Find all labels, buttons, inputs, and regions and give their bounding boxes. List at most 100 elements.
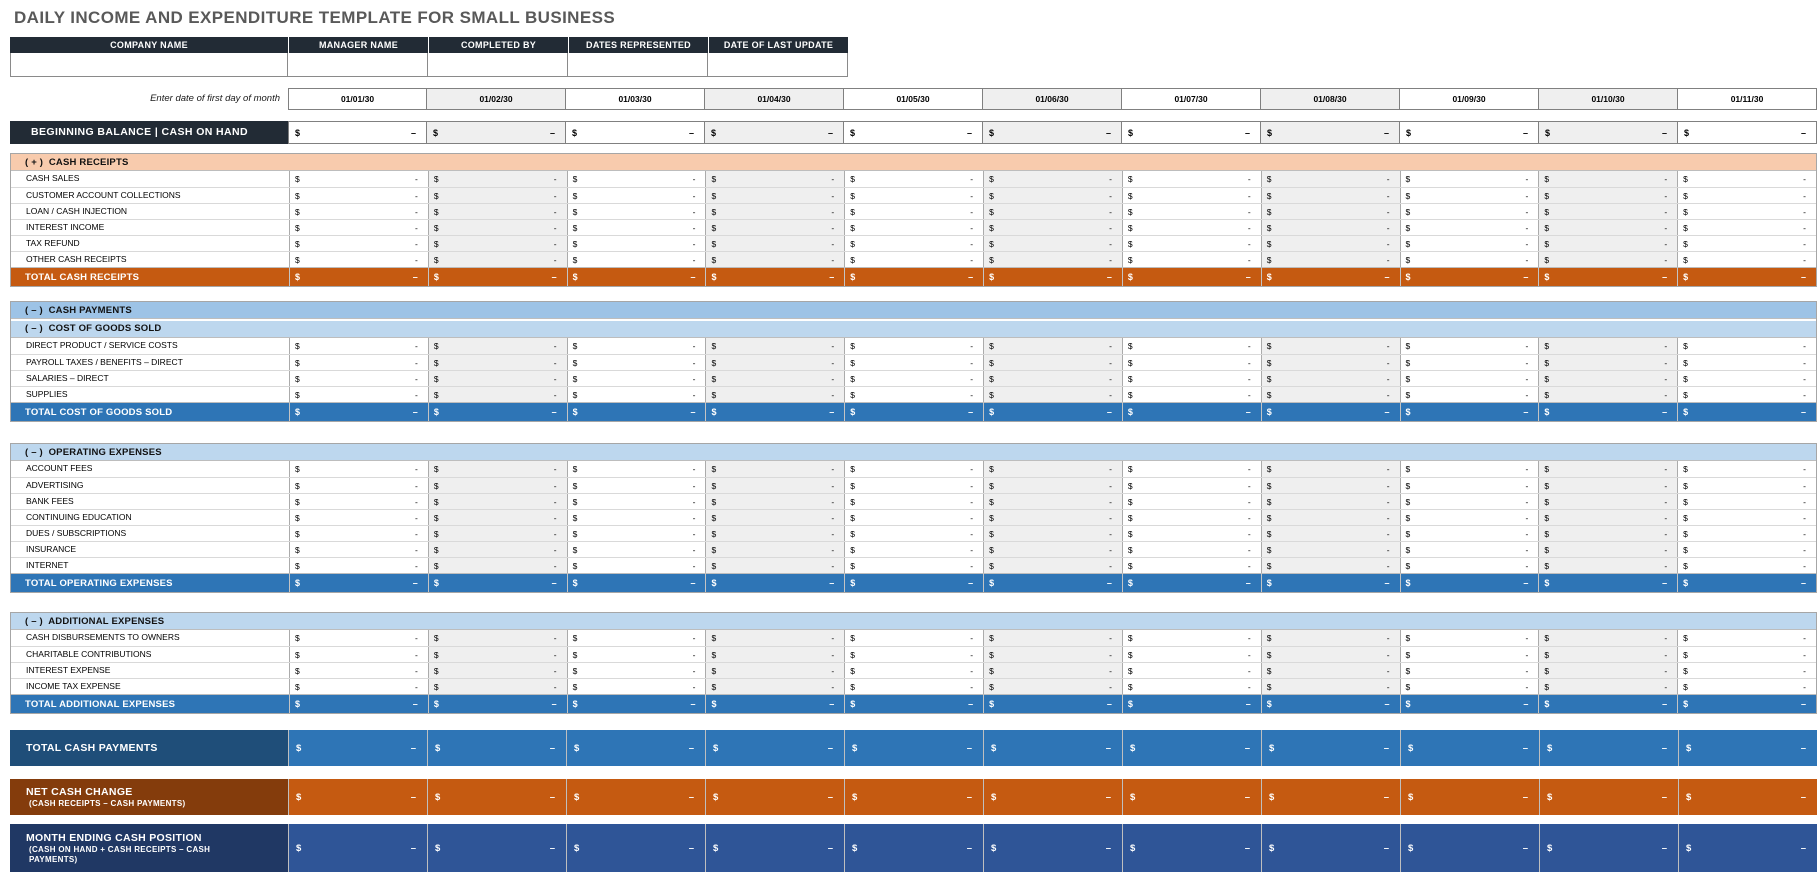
info-input-cell[interactable] — [568, 53, 708, 77]
summary-value-cell[interactable]: $ – — [1539, 730, 1678, 766]
value-cell[interactable]: $ - — [427, 171, 567, 187]
value-cell[interactable]: $ - — [844, 663, 984, 678]
value-cell[interactable]: $ - — [1399, 371, 1539, 386]
total-value-cell[interactable]: $ – — [1121, 695, 1261, 713]
total-value-cell[interactable]: $ – — [289, 574, 428, 592]
value-cell[interactable]: $ - — [844, 461, 984, 477]
value-cell[interactable]: $ - — [1260, 542, 1400, 557]
value-cell[interactable]: $ - — [1121, 188, 1261, 203]
value-cell[interactable]: $ - — [983, 542, 1122, 557]
value-cell[interactable]: $ - — [1677, 236, 1816, 251]
value-cell[interactable]: $ - — [1121, 387, 1261, 402]
beginning-balance-value-cell[interactable]: $ – — [566, 121, 705, 144]
value-cell[interactable]: $ - — [844, 387, 984, 402]
value-cell[interactable]: $ - — [427, 252, 567, 267]
value-cell[interactable]: $ - — [1260, 647, 1400, 662]
value-cell[interactable]: $ - — [1677, 630, 1816, 646]
value-cell[interactable]: $ - — [427, 542, 567, 557]
value-cell[interactable]: $ - — [1399, 647, 1539, 662]
value-cell[interactable]: $ - — [1260, 204, 1400, 219]
value-cell[interactable]: $ - — [1121, 171, 1261, 187]
value-cell[interactable]: $ - — [705, 338, 845, 354]
value-cell[interactable]: $ - — [566, 526, 706, 541]
value-cell[interactable]: $ - — [983, 663, 1122, 678]
value-cell[interactable]: $ - — [844, 171, 984, 187]
value-cell[interactable]: $ - — [289, 494, 428, 509]
total-value-cell[interactable]: $ – — [427, 695, 567, 713]
value-cell[interactable]: $ - — [289, 478, 428, 493]
value-cell[interactable]: $ - — [1260, 252, 1400, 267]
total-value-cell[interactable]: $ – — [289, 403, 428, 421]
value-cell[interactable]: $ - — [566, 679, 706, 694]
value-cell[interactable]: $ - — [844, 220, 984, 235]
value-cell[interactable]: $ - — [1399, 461, 1539, 477]
value-cell[interactable]: $ - — [983, 526, 1122, 541]
value-cell[interactable]: $ - — [705, 371, 845, 386]
value-cell[interactable]: $ - — [1260, 188, 1400, 203]
value-cell[interactable]: $ - — [566, 558, 706, 573]
value-cell[interactable]: $ - — [844, 494, 984, 509]
info-input-cell[interactable] — [708, 53, 848, 77]
value-cell[interactable]: $ - — [1677, 478, 1816, 493]
date-cell[interactable]: 01/04/30 — [705, 88, 844, 110]
value-cell[interactable]: $ - — [1399, 220, 1539, 235]
value-cell[interactable]: $ - — [1121, 558, 1261, 573]
total-value-cell[interactable]: $ – — [1677, 695, 1816, 713]
beginning-balance-value-cell[interactable]: $ – — [427, 121, 566, 144]
summary-value-cell[interactable]: $ – — [705, 824, 844, 872]
value-cell[interactable]: $ - — [844, 236, 984, 251]
value-cell[interactable]: $ - — [1677, 679, 1816, 694]
value-cell[interactable]: $ - — [1538, 387, 1678, 402]
summary-value-cell[interactable]: $ – — [288, 824, 427, 872]
value-cell[interactable]: $ - — [983, 204, 1122, 219]
value-cell[interactable]: $ - — [983, 188, 1122, 203]
value-cell[interactable]: $ - — [1260, 663, 1400, 678]
summary-value-cell[interactable]: $ – — [705, 730, 844, 766]
summary-value-cell[interactable]: $ – — [1261, 779, 1400, 815]
value-cell[interactable]: $ - — [844, 647, 984, 662]
value-cell[interactable]: $ - — [844, 355, 984, 370]
total-value-cell[interactable]: $ – — [1121, 574, 1261, 592]
value-cell[interactable]: $ - — [983, 630, 1122, 646]
value-cell[interactable]: $ - — [1677, 663, 1816, 678]
value-cell[interactable]: $ - — [1677, 542, 1816, 557]
value-cell[interactable]: $ - — [1260, 526, 1400, 541]
value-cell[interactable]: $ - — [1538, 355, 1678, 370]
value-cell[interactable]: $ - — [427, 647, 567, 662]
value-cell[interactable]: $ - — [1260, 461, 1400, 477]
summary-value-cell[interactable]: $ – — [844, 824, 983, 872]
value-cell[interactable]: $ - — [1260, 236, 1400, 251]
total-value-cell[interactable]: $ – — [983, 403, 1122, 421]
value-cell[interactable]: $ - — [427, 526, 567, 541]
value-cell[interactable]: $ - — [844, 510, 984, 525]
value-cell[interactable]: $ - — [289, 387, 428, 402]
value-cell[interactable]: $ - — [566, 510, 706, 525]
value-cell[interactable]: $ - — [705, 526, 845, 541]
summary-value-cell[interactable]: $ – — [1400, 824, 1539, 872]
total-value-cell[interactable]: $ – — [427, 403, 567, 421]
value-cell[interactable]: $ - — [1538, 510, 1678, 525]
value-cell[interactable]: $ - — [1121, 355, 1261, 370]
value-cell[interactable]: $ - — [1538, 542, 1678, 557]
total-value-cell[interactable]: $ – — [1399, 403, 1539, 421]
value-cell[interactable]: $ - — [427, 204, 567, 219]
value-cell[interactable]: $ - — [705, 558, 845, 573]
total-value-cell[interactable]: $ – — [705, 268, 844, 286]
value-cell[interactable]: $ - — [289, 252, 428, 267]
value-cell[interactable]: $ - — [1260, 338, 1400, 354]
value-cell[interactable]: $ - — [289, 371, 428, 386]
summary-value-cell[interactable]: $ – — [1400, 730, 1539, 766]
value-cell[interactable]: $ - — [705, 679, 845, 694]
value-cell[interactable]: $ - — [1121, 204, 1261, 219]
value-cell[interactable]: $ - — [427, 355, 567, 370]
value-cell[interactable]: $ - — [983, 252, 1122, 267]
value-cell[interactable]: $ - — [983, 558, 1122, 573]
date-cell[interactable]: 01/06/30 — [983, 88, 1122, 110]
value-cell[interactable]: $ - — [983, 478, 1122, 493]
summary-value-cell[interactable]: $ – — [566, 730, 705, 766]
value-cell[interactable]: $ - — [427, 236, 567, 251]
info-input-cell[interactable] — [288, 53, 428, 77]
value-cell[interactable]: $ - — [705, 510, 845, 525]
value-cell[interactable]: $ - — [1399, 478, 1539, 493]
summary-value-cell[interactable]: $ – — [427, 730, 566, 766]
